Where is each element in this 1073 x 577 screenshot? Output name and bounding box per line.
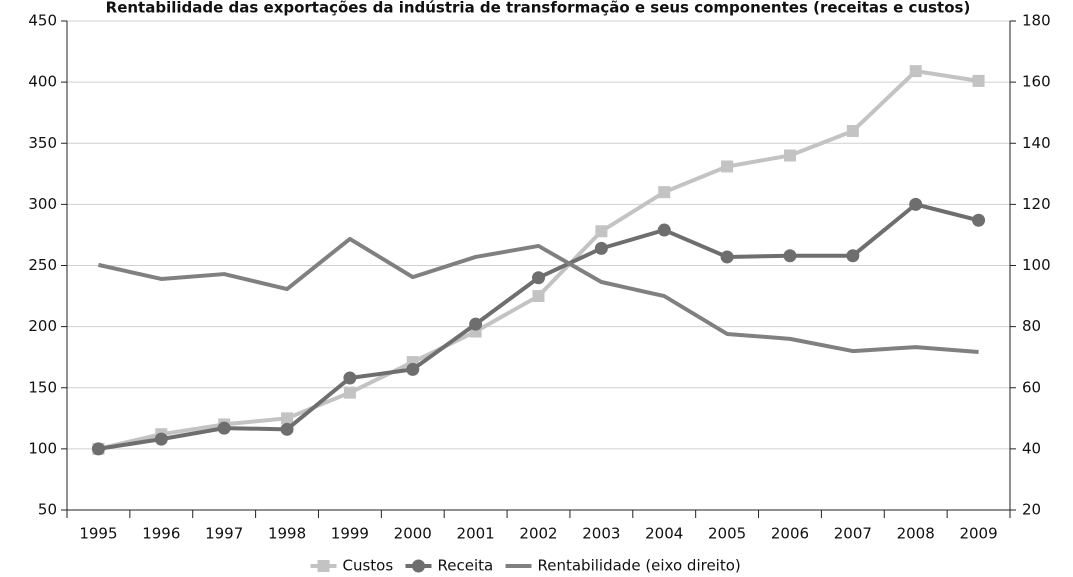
marker [532,271,545,285]
marker [846,249,860,263]
x-tick-label: 2001 [457,525,495,543]
marker [972,74,985,87]
x-tick-label: 2009 [959,525,997,543]
marker [154,432,168,446]
y-tick-label: 200 [28,317,57,335]
x-tick-label: 1996 [142,525,180,543]
y2-tick-label: 180 [1022,12,1051,30]
marker [846,125,859,138]
marker [281,412,294,425]
marker [720,250,734,264]
x-tick-label: 1997 [205,525,243,543]
marker [217,421,231,435]
marker [343,386,356,399]
y-tick-label: 50 [38,501,57,519]
marker [280,422,294,436]
x-tick-label: 2003 [582,525,620,543]
y-tick-label: 400 [28,73,57,91]
marker [658,186,671,199]
x-tick-label: 2007 [834,525,872,543]
y2-tick-label: 160 [1022,73,1051,91]
y-tick-label: 250 [28,256,57,274]
marker [91,442,105,456]
line [97,236,979,354]
marker [972,213,986,227]
x-tick-label: 2002 [519,525,557,543]
marker [783,249,797,263]
marker [909,65,922,78]
x-tick-label: 1999 [331,525,369,543]
marker [469,317,483,331]
marker [657,223,671,237]
x-tick-label: 2008 [897,525,935,543]
y2-tick-label: 60 [1022,378,1041,396]
marker [412,559,425,573]
y-tick-label: 150 [28,378,57,396]
y-tick-label: 450 [28,12,57,30]
marker [532,290,545,303]
chart-title: Rentabilidade das exportações da indústr… [106,0,971,17]
y-tick-label: 300 [28,195,57,213]
x-tick-label: 2005 [708,525,746,543]
marker [595,225,608,238]
marker [343,371,357,385]
marker [721,160,734,173]
y2-tick-label: 80 [1022,317,1041,335]
marker [406,362,420,376]
marker [317,560,330,572]
legend-label: Rentabilidade (eixo direito) [538,557,741,575]
x-tick-label: 2006 [771,525,809,543]
y2-tick-label: 40 [1022,439,1041,457]
line [97,69,979,451]
x-tick-label: 2004 [645,525,683,543]
y2-tick-label: 20 [1022,501,1041,519]
y-tick-label: 100 [28,439,57,457]
y-tick-label: 350 [28,134,57,152]
x-tick-label: 1998 [268,525,306,543]
legend-label: Custos [343,557,394,575]
x-tick-label: 2000 [394,525,432,543]
marker [909,197,923,211]
y2-tick-label: 100 [1022,256,1051,274]
y2-tick-label: 140 [1022,134,1051,152]
legend-label: Receita [438,557,494,575]
marker [783,149,796,162]
x-tick-label: 1995 [79,525,117,543]
y2-tick-label: 120 [1022,195,1051,213]
marker [594,241,608,255]
